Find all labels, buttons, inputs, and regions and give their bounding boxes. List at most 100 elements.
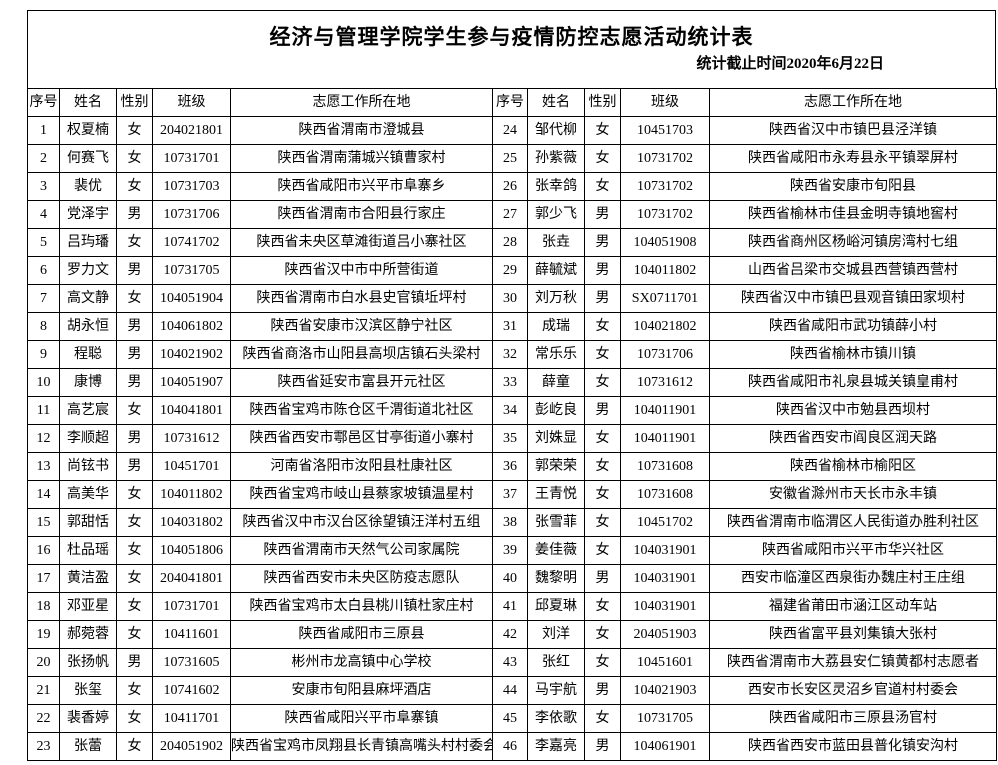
table-row: 12 李顺超男 10731612 陕西省西安市鄠邑区甘亭街道小寨村 35 刘姝显女 1040… <box>27 424 997 453</box>
cell-gender: 男 <box>116 256 153 285</box>
cell-class: 104031901 <box>620 592 710 621</box>
cell-location: 陕西省宝鸡市凤翔县长青镇高嘴头村村委会 <box>230 732 493 761</box>
cell-name: 高文静 <box>59 284 117 313</box>
cell-serial: 13 <box>27 452 60 481</box>
cell-serial: 2 <box>27 144 60 173</box>
header-cell-serial: 序号 <box>27 88 60 117</box>
cell-name: 李嘉亮 <box>527 732 585 761</box>
cell-location: 陕西省咸阳市兴平市华兴社区 <box>709 536 997 565</box>
cell-gender: 男 <box>116 200 153 229</box>
cell-location: 陕西省安康市旬阳县 <box>709 172 997 201</box>
cell-name: 郭甜恬 <box>59 508 117 537</box>
cell-serial: 5 <box>27 228 60 257</box>
cell-gender: 女 <box>116 704 153 733</box>
table-row: 3 裴优女 10731703 陕西省咸阳市兴平市阜寨乡 26 张幸鸽女 10731702 陕西… <box>27 172 997 201</box>
cell-name: 尚铉书 <box>59 452 117 481</box>
table-body: 1 权夏楠女 204021801 陕西省渭南市澄城县 24 邹代柳女 10451703 陕西省… <box>27 116 997 761</box>
cell-location: 福建省莆田市涵江区动车站 <box>709 592 997 621</box>
cell-name: 刘姝显 <box>527 424 585 453</box>
cell-gender: 女 <box>584 340 621 369</box>
cell-name: 郭荣荣 <box>527 452 585 481</box>
cell-location: 陕西省咸阳市武功镇薛小村 <box>709 312 997 341</box>
cell-location: 陕西省咸阳市三原县 <box>230 620 493 649</box>
cell-class: 10731702 <box>620 144 710 173</box>
cell-name: 李依歌 <box>527 704 585 733</box>
cell-gender: 女 <box>116 564 153 593</box>
cell-class: 10731706 <box>620 340 710 369</box>
cell-name: 马宇航 <box>527 676 585 705</box>
table-row: 5 吕玙璠女 10741702 陕西省未央区草滩街道吕小寨社区 28 张垚男 1040519… <box>27 228 997 257</box>
cell-name: 薛毓斌 <box>527 256 585 285</box>
cell-gender: 女 <box>584 648 621 677</box>
cell-gender: 女 <box>116 228 153 257</box>
cell-serial: 4 <box>27 200 60 229</box>
cell-name: 姜佳薇 <box>527 536 585 565</box>
header-cell-location: 志愿工作所在地 <box>230 88 493 117</box>
table-row: 8 胡永恒男 104061802 陕西省安康市汉滨区静宁社区 31 成瑞女 10402180… <box>27 312 997 341</box>
cell-class: 104011901 <box>620 396 710 425</box>
cell-class: 204051903 <box>620 620 710 649</box>
cell-location: 陕西省商州区杨峪河镇房湾村七组 <box>709 228 997 257</box>
cell-gender: 男 <box>116 452 153 481</box>
cell-name: 郝菀蓉 <box>59 620 117 649</box>
cell-class: 104061802 <box>152 312 231 341</box>
header-cell-serial: 序号 <box>492 88 528 117</box>
cell-serial: 29 <box>492 256 528 285</box>
cell-serial: 8 <box>27 312 60 341</box>
cell-name: 刘洋 <box>527 620 585 649</box>
cell-location: 陕西省榆林市榆阳区 <box>709 452 997 481</box>
cell-name: 胡永恒 <box>59 312 117 341</box>
cell-location: 陕西省榆林市镇川镇 <box>709 340 997 369</box>
cell-gender: 女 <box>584 172 621 201</box>
header-cell-class: 班级 <box>620 88 710 117</box>
table-row: 21 张玺女 10741602 安康市旬阳县麻坪酒店 44 马宇航男 104021903 西安… <box>27 676 997 705</box>
cell-gender: 女 <box>584 452 621 481</box>
table-row: 14 高美华女 104011802 陕西省宝鸡市岐山县蔡家坡镇温星村 37 王青悦女 107… <box>27 480 997 509</box>
cell-location: 陕西省汉中市镇巴县泾洋镇 <box>709 116 997 145</box>
cell-location: 陕西省渭南市天然气公司家属院 <box>230 536 493 565</box>
cell-serial: 24 <box>492 116 528 145</box>
cell-location: 陕西省渭南市澄城县 <box>230 116 493 145</box>
cell-name: 张玺 <box>59 676 117 705</box>
cell-location: 陕西省宝鸡市陈仓区千渭街道北社区 <box>230 396 493 425</box>
cell-serial: 7 <box>27 284 60 313</box>
cell-gender: 女 <box>584 620 621 649</box>
cell-name: 王青悦 <box>527 480 585 509</box>
cell-name: 杜品瑶 <box>59 536 117 565</box>
table-row: 13 尚铉书男 10451701 河南省洛阳市汝阳县杜康社区 36 郭荣荣女 1073160… <box>27 452 997 481</box>
cell-class: 10741602 <box>152 676 231 705</box>
table-row: 4 党泽宇男 10731706 陕西省渭南市合阳县行家庄 27 郭少飞男 10731702 陕… <box>27 200 997 229</box>
header-cell-gender: 性别 <box>584 88 621 117</box>
cell-gender: 女 <box>584 536 621 565</box>
cell-name: 吕玙璠 <box>59 228 117 257</box>
cell-class: 10411601 <box>152 620 231 649</box>
cell-serial: 46 <box>492 732 528 761</box>
cell-gender: 女 <box>116 144 153 173</box>
cell-serial: 36 <box>492 452 528 481</box>
cell-name: 常乐乐 <box>527 340 585 369</box>
cell-gender: 女 <box>116 536 153 565</box>
cell-serial: 6 <box>27 256 60 285</box>
cell-location: 陕西省安康市汉滨区静宁社区 <box>230 312 493 341</box>
cell-gender: 女 <box>584 704 621 733</box>
cell-class: 10411701 <box>152 704 231 733</box>
cell-location: 西安市长安区灵沼乡官道村村委会 <box>709 676 997 705</box>
header-cell-name: 姓名 <box>527 88 585 117</box>
cell-name: 康博 <box>59 368 117 397</box>
cell-class: 104021903 <box>620 676 710 705</box>
cell-location: 陕西省宝鸡市太白县桃川镇杜家庄村 <box>230 592 493 621</box>
table-row: 10 康博男 104051907 陕西省延安市富县开元社区 33 薛童女 10731612 陕… <box>27 368 997 397</box>
cell-serial: 42 <box>492 620 528 649</box>
cell-gender: 男 <box>584 564 621 593</box>
cell-name: 彭屹良 <box>527 396 585 425</box>
cell-location: 陕西省延安市富县开元社区 <box>230 368 493 397</box>
cell-gender: 男 <box>584 396 621 425</box>
cell-serial: 37 <box>492 480 528 509</box>
cell-location: 陕西省西安市未央区防疫志愿队 <box>230 564 493 593</box>
cell-name: 黄洁盈 <box>59 564 117 593</box>
cell-serial: 25 <box>492 144 528 173</box>
cell-class: 10451703 <box>620 116 710 145</box>
cell-name: 罗力文 <box>59 256 117 285</box>
volunteer-table: 序号 姓名 性别 班级 志愿工作所在地 序号 姓名 性别 班级 志愿工作所在地 1 权夏楠女 2040… <box>27 88 997 761</box>
cell-class: 10731701 <box>152 144 231 173</box>
